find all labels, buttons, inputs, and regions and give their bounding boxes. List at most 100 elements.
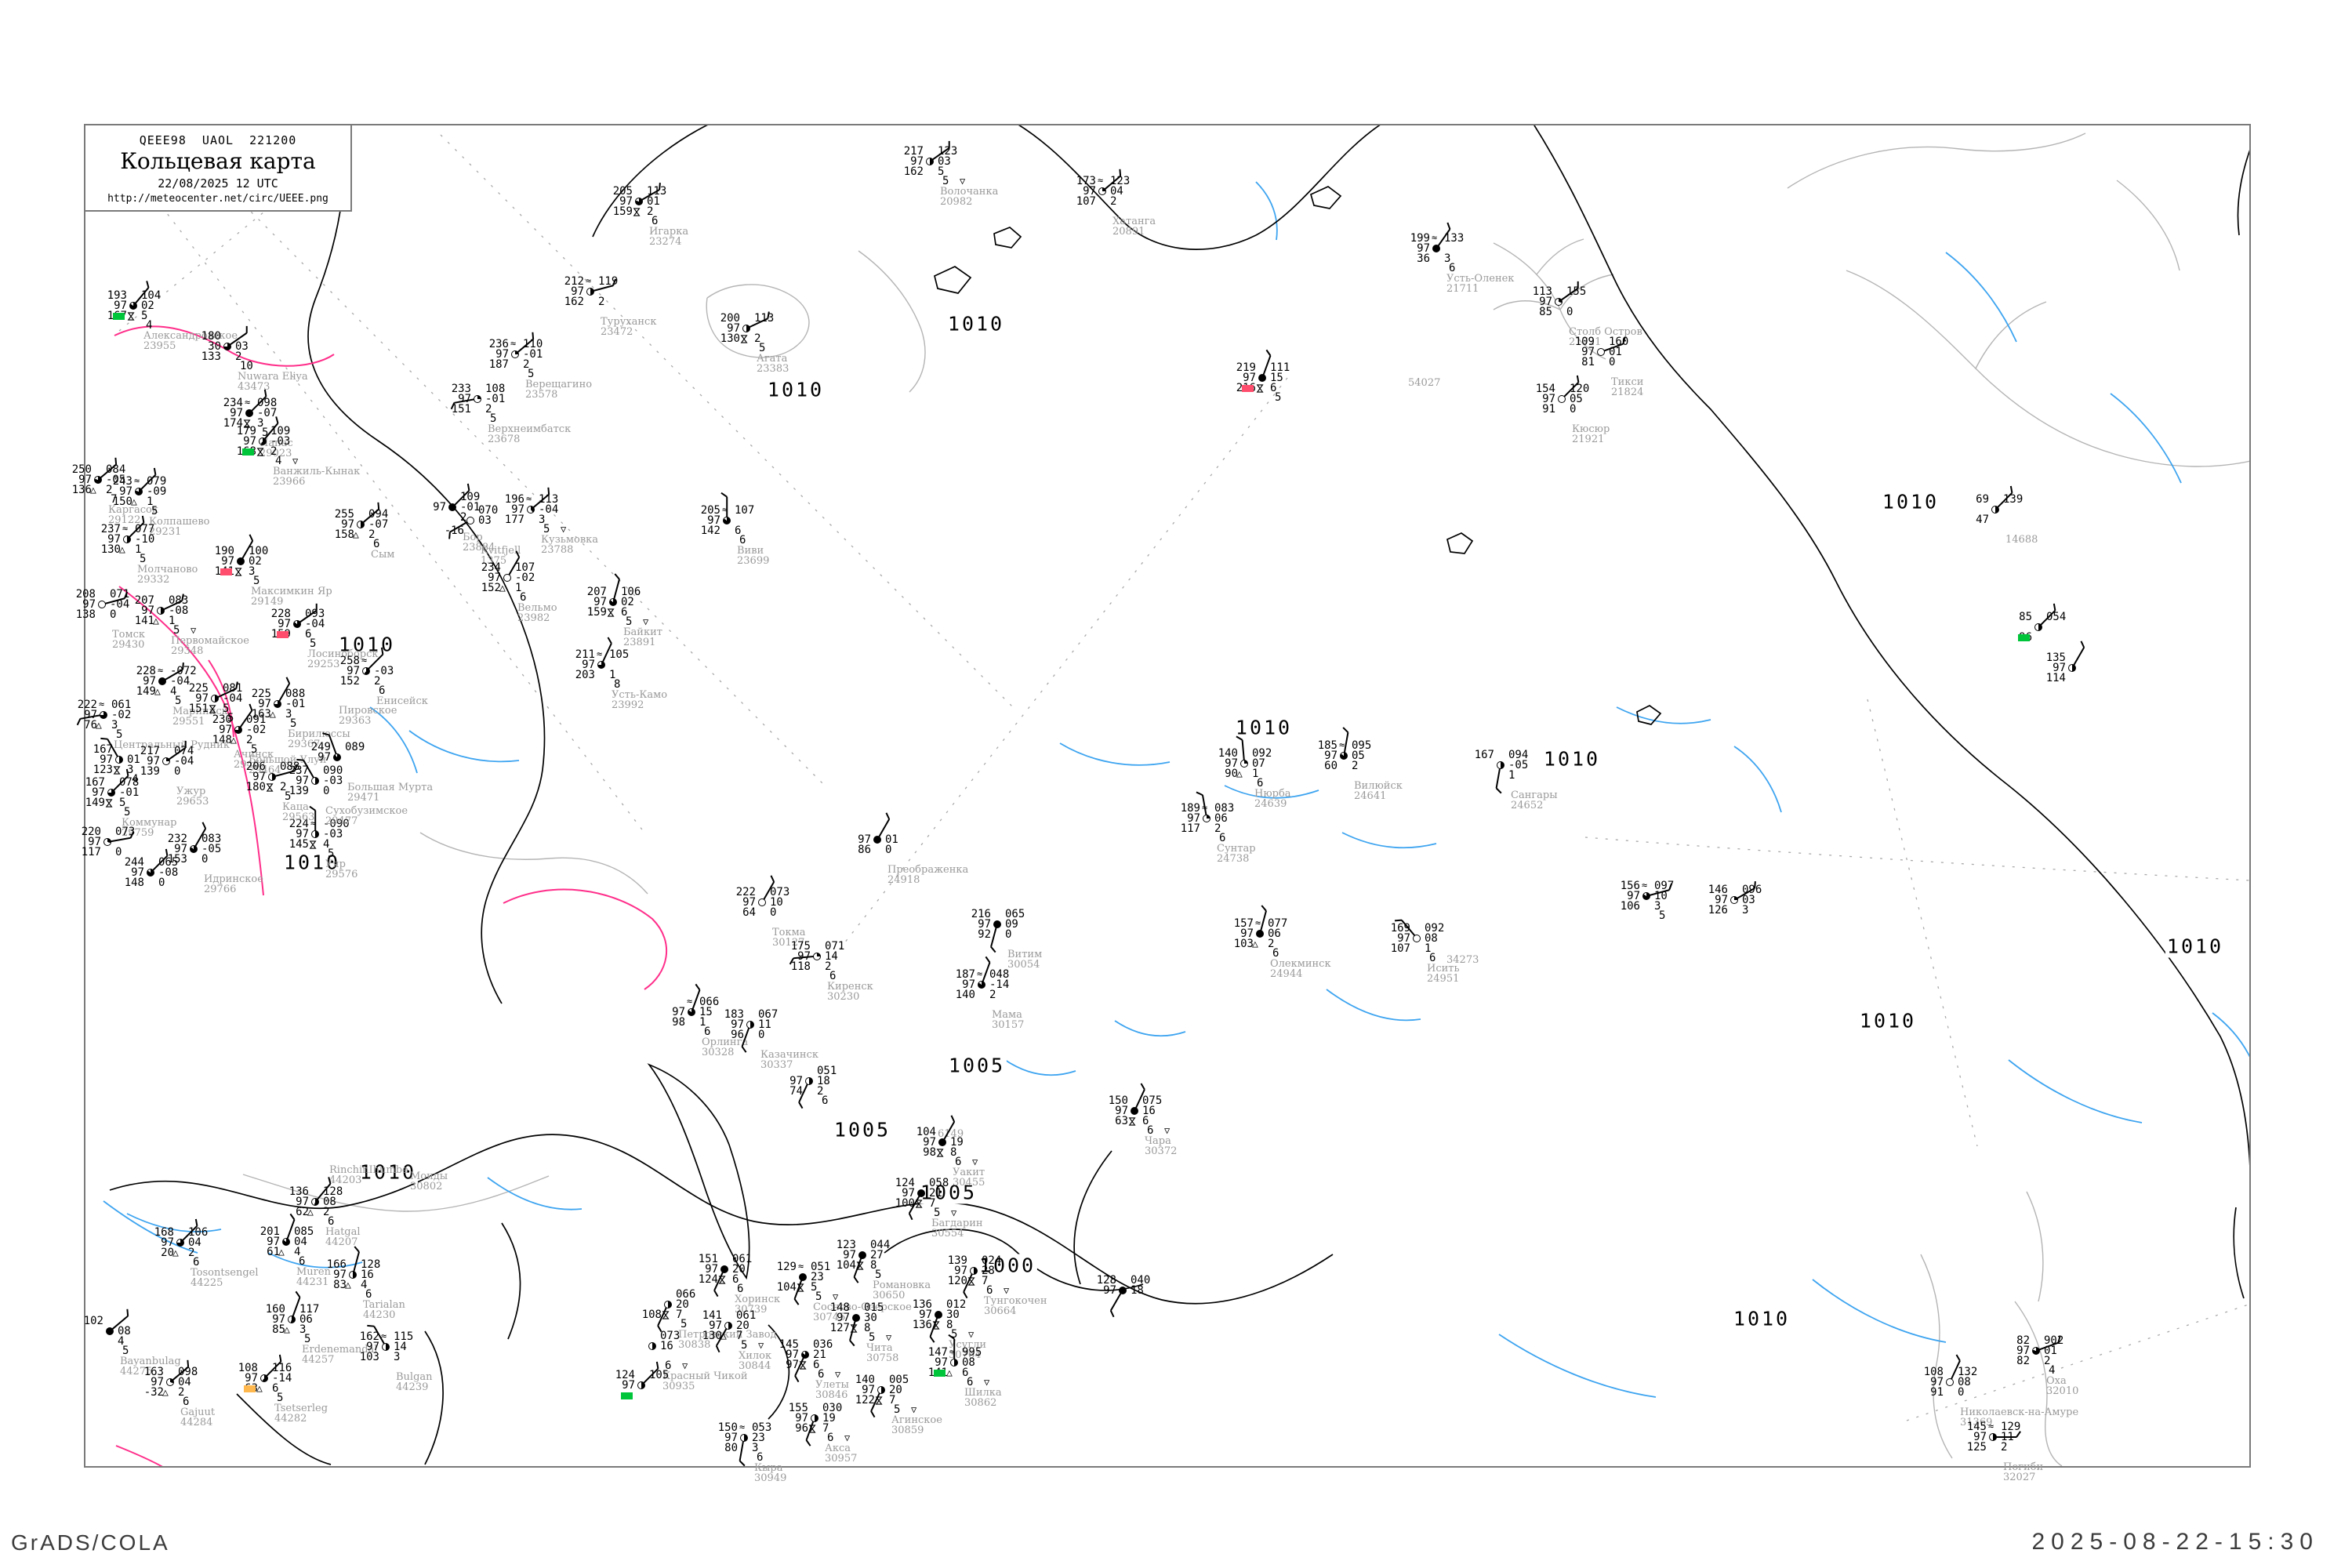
river-blue — [1812, 1279, 1947, 1343]
station-low-number: 0 — [110, 608, 117, 621]
station-cloud-circle-icon — [926, 158, 934, 165]
station-low-number: 1 — [169, 615, 176, 627]
station-cloud-circle-icon — [282, 1238, 290, 1246]
station-name: Усть-Оленек 21711 — [1446, 273, 1515, 295]
station-low-number: 2 — [270, 445, 278, 458]
station-right-numbers: 119 — [598, 275, 619, 288]
station-name: Muren 44231 — [296, 1266, 331, 1288]
station-low-number: 5 — [894, 1403, 901, 1416]
station-name: Tsetserleg 44282 — [274, 1403, 328, 1425]
weather-symbol-icon: ≈ — [722, 504, 728, 515]
station-low-number: 8 — [950, 1146, 957, 1159]
station-left-numbers: 234 97 174 — [223, 397, 243, 430]
weather-symbol-icon: ⋈ — [716, 1275, 728, 1285]
station-low-number: 8 — [864, 1322, 871, 1334]
station-low-number: 6 — [621, 606, 628, 619]
coastline — [424, 1330, 444, 1465]
station-low-number: 0 — [1958, 1386, 1965, 1399]
station-low-number: 2 — [1268, 938, 1275, 950]
weather-symbol-icon: △ — [499, 583, 506, 594]
isobar-label: 1005 — [918, 1181, 979, 1204]
station-low-number: 6 — [193, 1256, 200, 1269]
station-low-number: 2 — [1352, 760, 1359, 772]
station-name: Сунтар 24738 — [1217, 843, 1256, 865]
station-cloud-circle-icon — [688, 1008, 695, 1016]
station-name: Бирилюссы 29367 — [288, 728, 350, 750]
river-blue — [487, 1177, 583, 1210]
station-left-numbers: 140 97 90 — [1218, 747, 1238, 780]
station-left-numbers: 217 97 162 — [903, 145, 924, 178]
station-right-numbers: 105 — [649, 1369, 670, 1381]
isobar-label: 1010 — [281, 851, 343, 874]
weather-symbol-icon: ≈ — [687, 996, 693, 1007]
hourglass-icon: ⋈ — [307, 840, 318, 850]
weather-symbol-icon: ⋈ — [854, 1261, 866, 1271]
station-low-number: 6 — [967, 1376, 974, 1388]
station-right-numbers: 110 -01 — [523, 338, 543, 361]
station-right-numbers: 107 -02 — [515, 561, 535, 584]
weather-symbol-icon: ⋈ — [630, 207, 642, 217]
station-low-number: 1 — [515, 582, 522, 594]
station-right-numbers: 132 08 — [1958, 1366, 1978, 1388]
river-blue — [267, 1252, 363, 1269]
station-name: Колпашево 29231 — [149, 516, 210, 538]
graticule-line — [142, 181, 645, 833]
hourglass-icon: ⋈ — [854, 1261, 866, 1271]
river-blue — [1004, 1059, 1076, 1076]
station-cloud-circle-icon — [1558, 395, 1566, 403]
triangle-symbol-icon: ▽ — [561, 524, 567, 535]
river-blue — [1341, 832, 1437, 849]
weather-symbol-icon: △ — [278, 1247, 285, 1258]
station-low-number: 2 — [523, 358, 530, 371]
station-name: Волочанка 20982 — [940, 186, 999, 208]
station-cloud-circle-icon — [259, 437, 267, 445]
station-left-numbers: 124 97 100 — [895, 1177, 915, 1210]
weather-symbol-icon: ≈ — [381, 1330, 387, 1341]
station-low-number: 5 — [759, 342, 766, 354]
station-marker — [220, 568, 232, 575]
isobar-label: 1010 — [946, 312, 1007, 336]
weather-symbol-icon: ⋈ — [125, 311, 136, 321]
station-low-number: 2 — [280, 781, 287, 793]
station-name: Преображенка 24918 — [887, 864, 969, 886]
station-right-numbers: 030 19 — [822, 1402, 843, 1425]
station-left-numbers: 150 97 63 — [1108, 1094, 1128, 1127]
river-gray — [858, 250, 926, 393]
station-right-numbers: 128 16 — [361, 1258, 381, 1281]
station-low-number: 3 — [1654, 900, 1661, 913]
isobar-label: 1010 — [1880, 490, 1941, 514]
weather-symbol-icon: ⋈ — [232, 567, 244, 577]
station-right-numbers: 036 21 — [813, 1338, 833, 1361]
station-right-numbers: 105 — [609, 648, 630, 661]
station-low-number: 5 — [175, 695, 182, 707]
station-name: Сухобузимское 29477 — [325, 805, 408, 827]
river-gray — [1536, 238, 1584, 275]
station-left-numbers: 212 97 162 — [564, 275, 584, 308]
station-low-number: 6 — [665, 1359, 672, 1372]
front-line — [208, 659, 234, 738]
station-name: Сосново-Озерское 30745 — [813, 1301, 912, 1323]
station-low-number: 5 — [934, 1207, 941, 1219]
station-low-number: 6 — [365, 1288, 372, 1301]
station-cloud-circle-icon — [123, 535, 131, 543]
station-low-number: 6 — [305, 628, 312, 641]
hourglass-icon: ⋈ — [797, 1360, 808, 1370]
station-right-numbers: 051 23 — [811, 1261, 831, 1283]
coastline — [1636, 705, 1662, 725]
station-cloud-circle-icon — [237, 557, 245, 565]
station-right-numbers: 106 04 — [188, 1226, 209, 1249]
station-cloud-circle-icon — [349, 1271, 357, 1279]
river-blue — [1059, 742, 1171, 766]
isobar-label: 1010 — [1731, 1307, 1792, 1330]
station-left-numbers: 244 97 148 — [124, 856, 144, 889]
station-cloud-circle-icon — [805, 1077, 813, 1085]
station-name: Центральный Рудник — [114, 739, 230, 751]
station-name: Исить 24951 — [1427, 963, 1460, 985]
river-blue — [1224, 785, 1319, 799]
station-name: Хоринск 30739 — [735, 1294, 781, 1316]
station-left-numbers: 135 97 114 — [2045, 652, 2066, 684]
station-right-numbers: 08 — [118, 1325, 131, 1338]
station-left-numbers: 97 86 — [858, 833, 871, 856]
station-cloud-circle-icon — [511, 350, 519, 358]
station-low-number: 1 — [135, 543, 142, 556]
